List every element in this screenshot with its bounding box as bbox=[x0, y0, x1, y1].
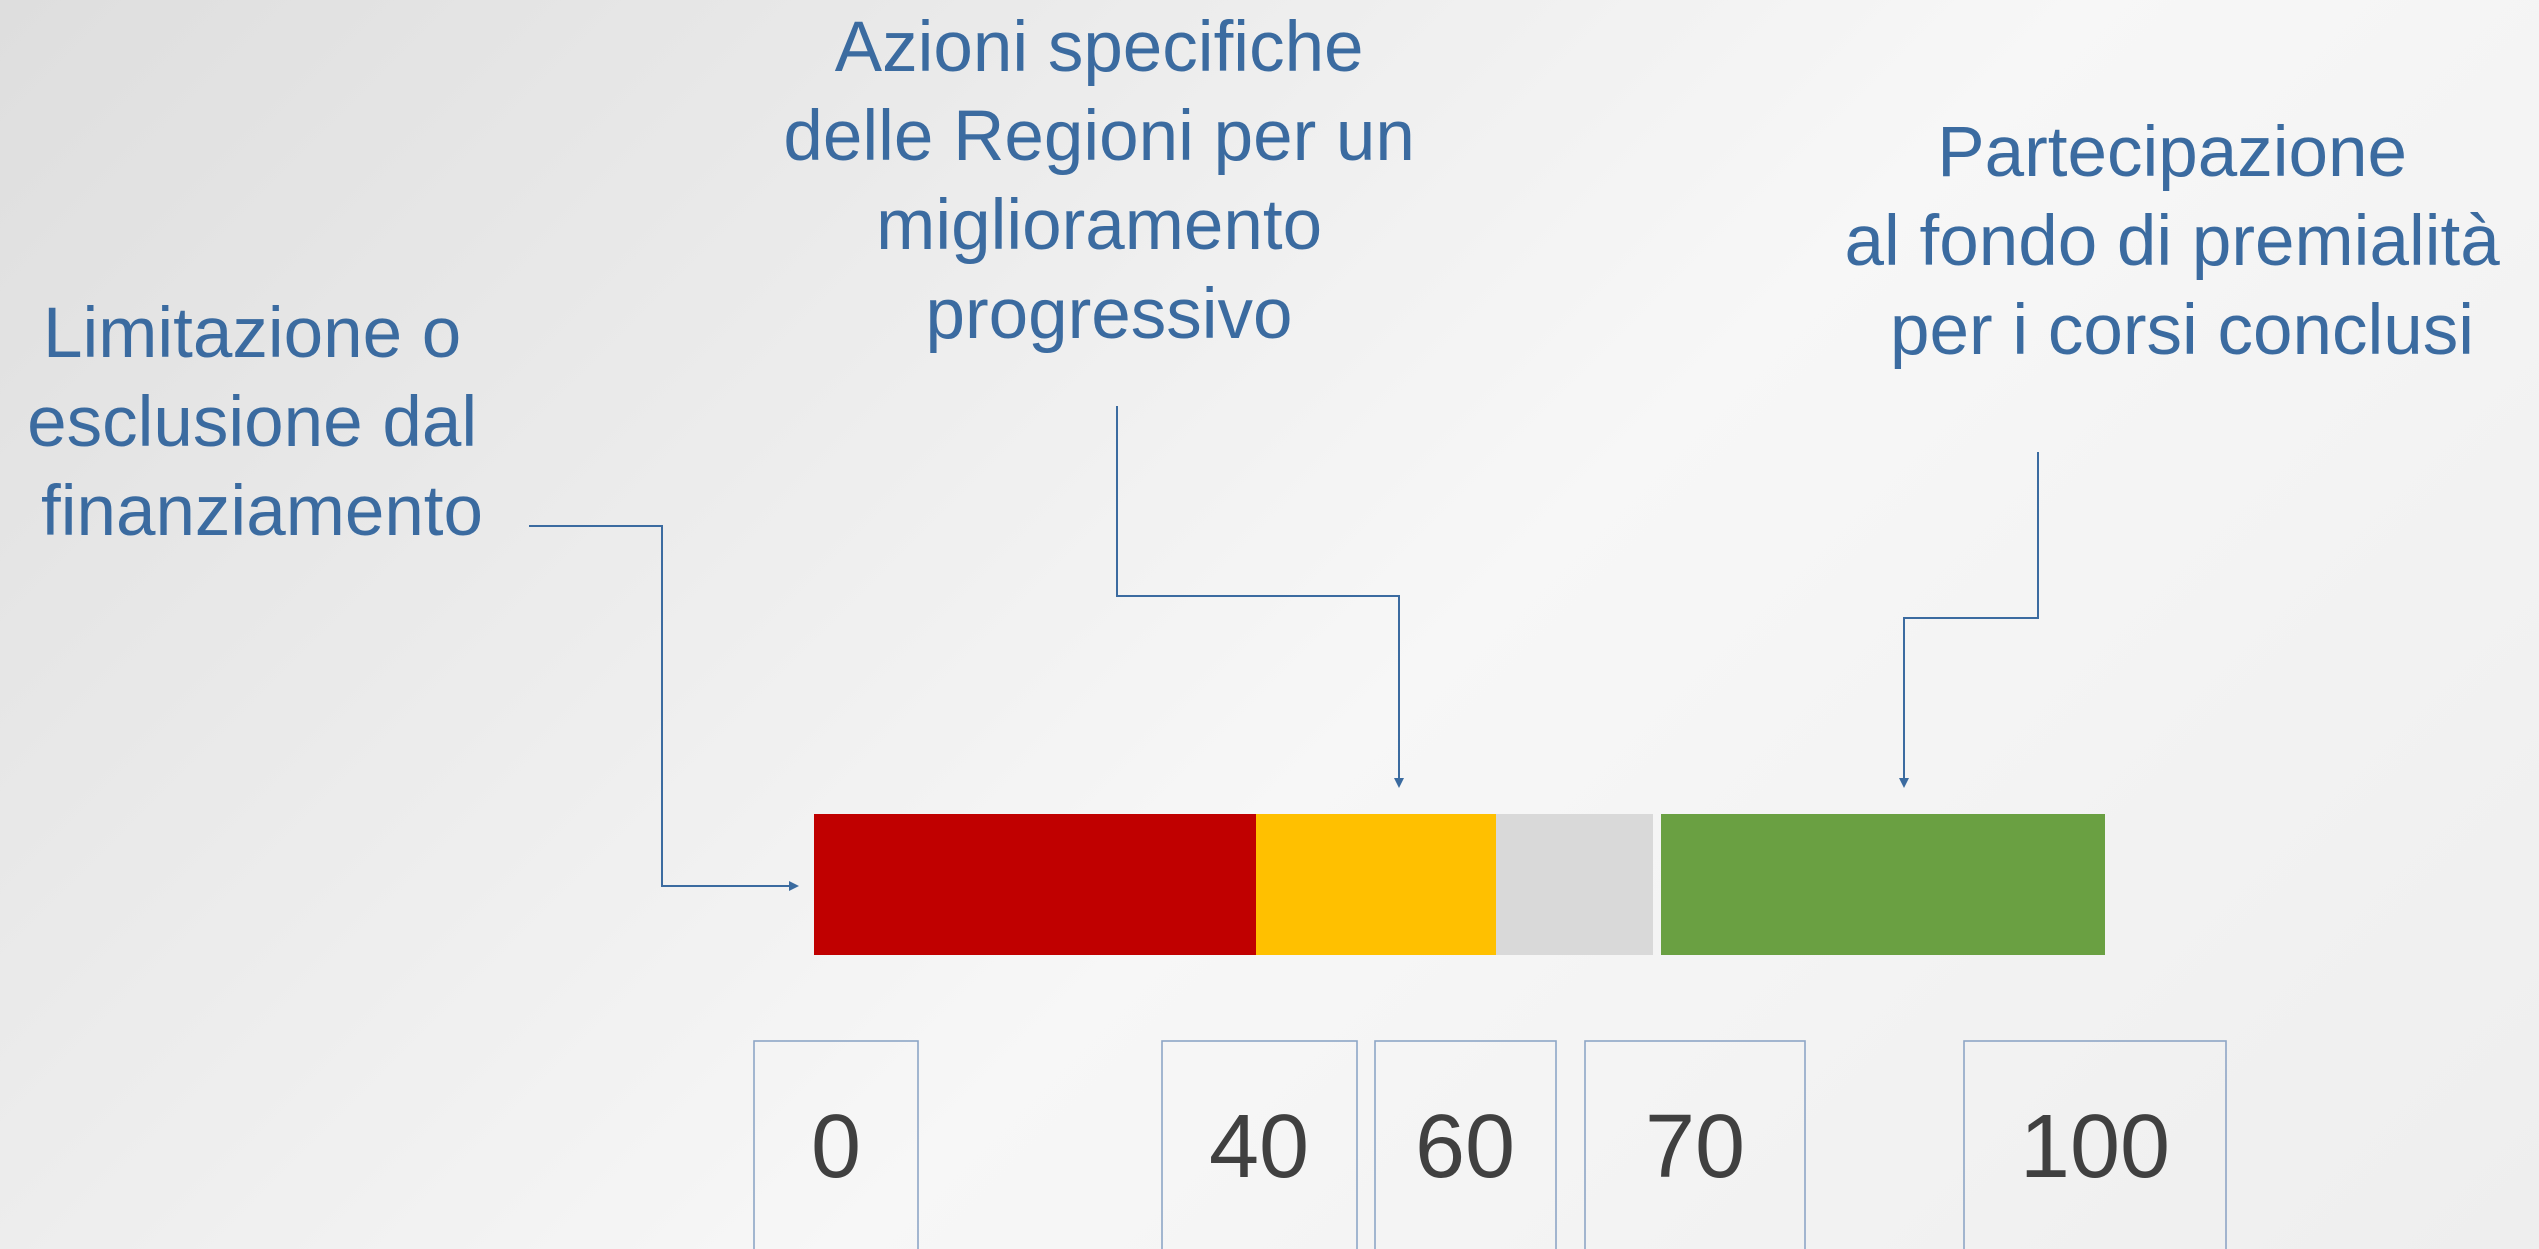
scale-box bbox=[1584, 1040, 1806, 1249]
scale-box bbox=[1374, 1040, 1557, 1249]
segment-red bbox=[814, 814, 1256, 955]
label-line: miglioramento bbox=[876, 186, 1322, 265]
label-line: Partecipazione bbox=[1937, 113, 2407, 192]
scale-box bbox=[1963, 1040, 2227, 1249]
scale-value: 60 bbox=[1415, 1097, 1515, 1197]
label-line: al fondo di premialità bbox=[1845, 202, 2501, 281]
scale-box bbox=[753, 1040, 919, 1249]
segment-green bbox=[1661, 814, 2105, 955]
scale-box bbox=[1161, 1040, 1358, 1249]
connector bbox=[1116, 406, 1404, 788]
scale-value: 70 bbox=[1645, 1097, 1745, 1197]
label-line: esclusione dal bbox=[27, 383, 477, 462]
label: Azioni specifiche delle Regioni per un m… bbox=[783, 8, 1434, 354]
label: Limitazione o esclusione dal finanziamen… bbox=[27, 294, 497, 551]
label-line: per i corsi conclusi bbox=[1890, 291, 2474, 370]
label-line: Azioni specifiche bbox=[835, 8, 1364, 87]
label-line: progressivo bbox=[926, 275, 1293, 354]
segment-gray bbox=[1496, 814, 1653, 955]
label-line: Limitazione o bbox=[43, 294, 461, 373]
label: Partecipazione al fondo di premialità pe… bbox=[1845, 113, 2520, 370]
label-line: finanziamento bbox=[41, 472, 483, 551]
scale-value: 40 bbox=[1209, 1097, 1309, 1197]
scale-value: 0 bbox=[811, 1097, 861, 1197]
scale-value: 100 bbox=[2020, 1097, 2170, 1197]
label-line: delle Regioni per un bbox=[783, 97, 1415, 176]
connector bbox=[1899, 452, 2039, 788]
connector bbox=[529, 525, 799, 891]
segment-yellow bbox=[1256, 814, 1496, 955]
